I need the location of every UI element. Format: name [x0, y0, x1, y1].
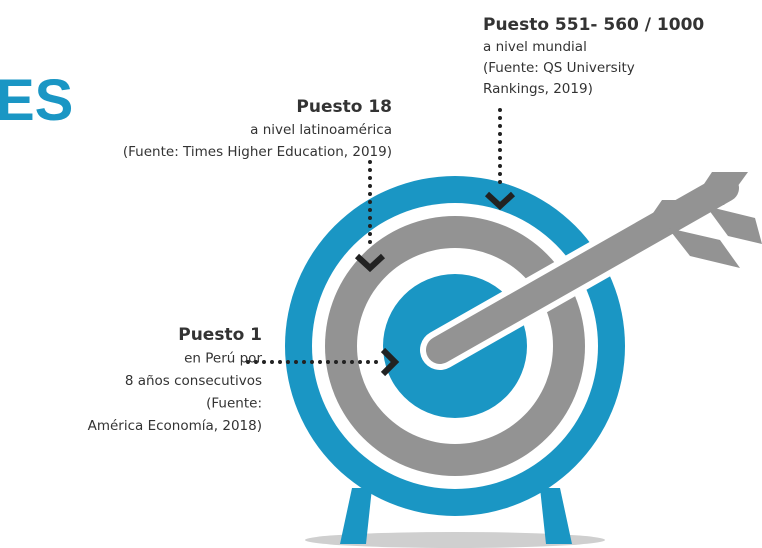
callout-heading: Puesto 18 [296, 97, 392, 117]
title-fragment: ES [0, 68, 73, 133]
callout-line: (Fuente: Times Higher Education, 2019) [123, 144, 392, 160]
callout-line: América Economía, 2018) [88, 418, 262, 434]
callout-line: en Perú por [184, 351, 262, 367]
callout-heading: Puesto 551- 560 / 1000 [483, 15, 704, 35]
callout-line: Rankings, 2019) [483, 81, 593, 97]
callout-heading: Puesto 1 [178, 325, 262, 345]
callout-line: (Fuente: [206, 396, 262, 412]
callout-line: a nivel latinoamérica [250, 122, 392, 138]
callout-line: 8 años consecutivos [125, 373, 262, 389]
callout-line: a nivel mundial [483, 39, 587, 55]
callout-line: (Fuente: QS University [483, 60, 635, 76]
infographic: ES Puesto 551- 560 / 1000 a nivel mundial… [0, 0, 762, 548]
